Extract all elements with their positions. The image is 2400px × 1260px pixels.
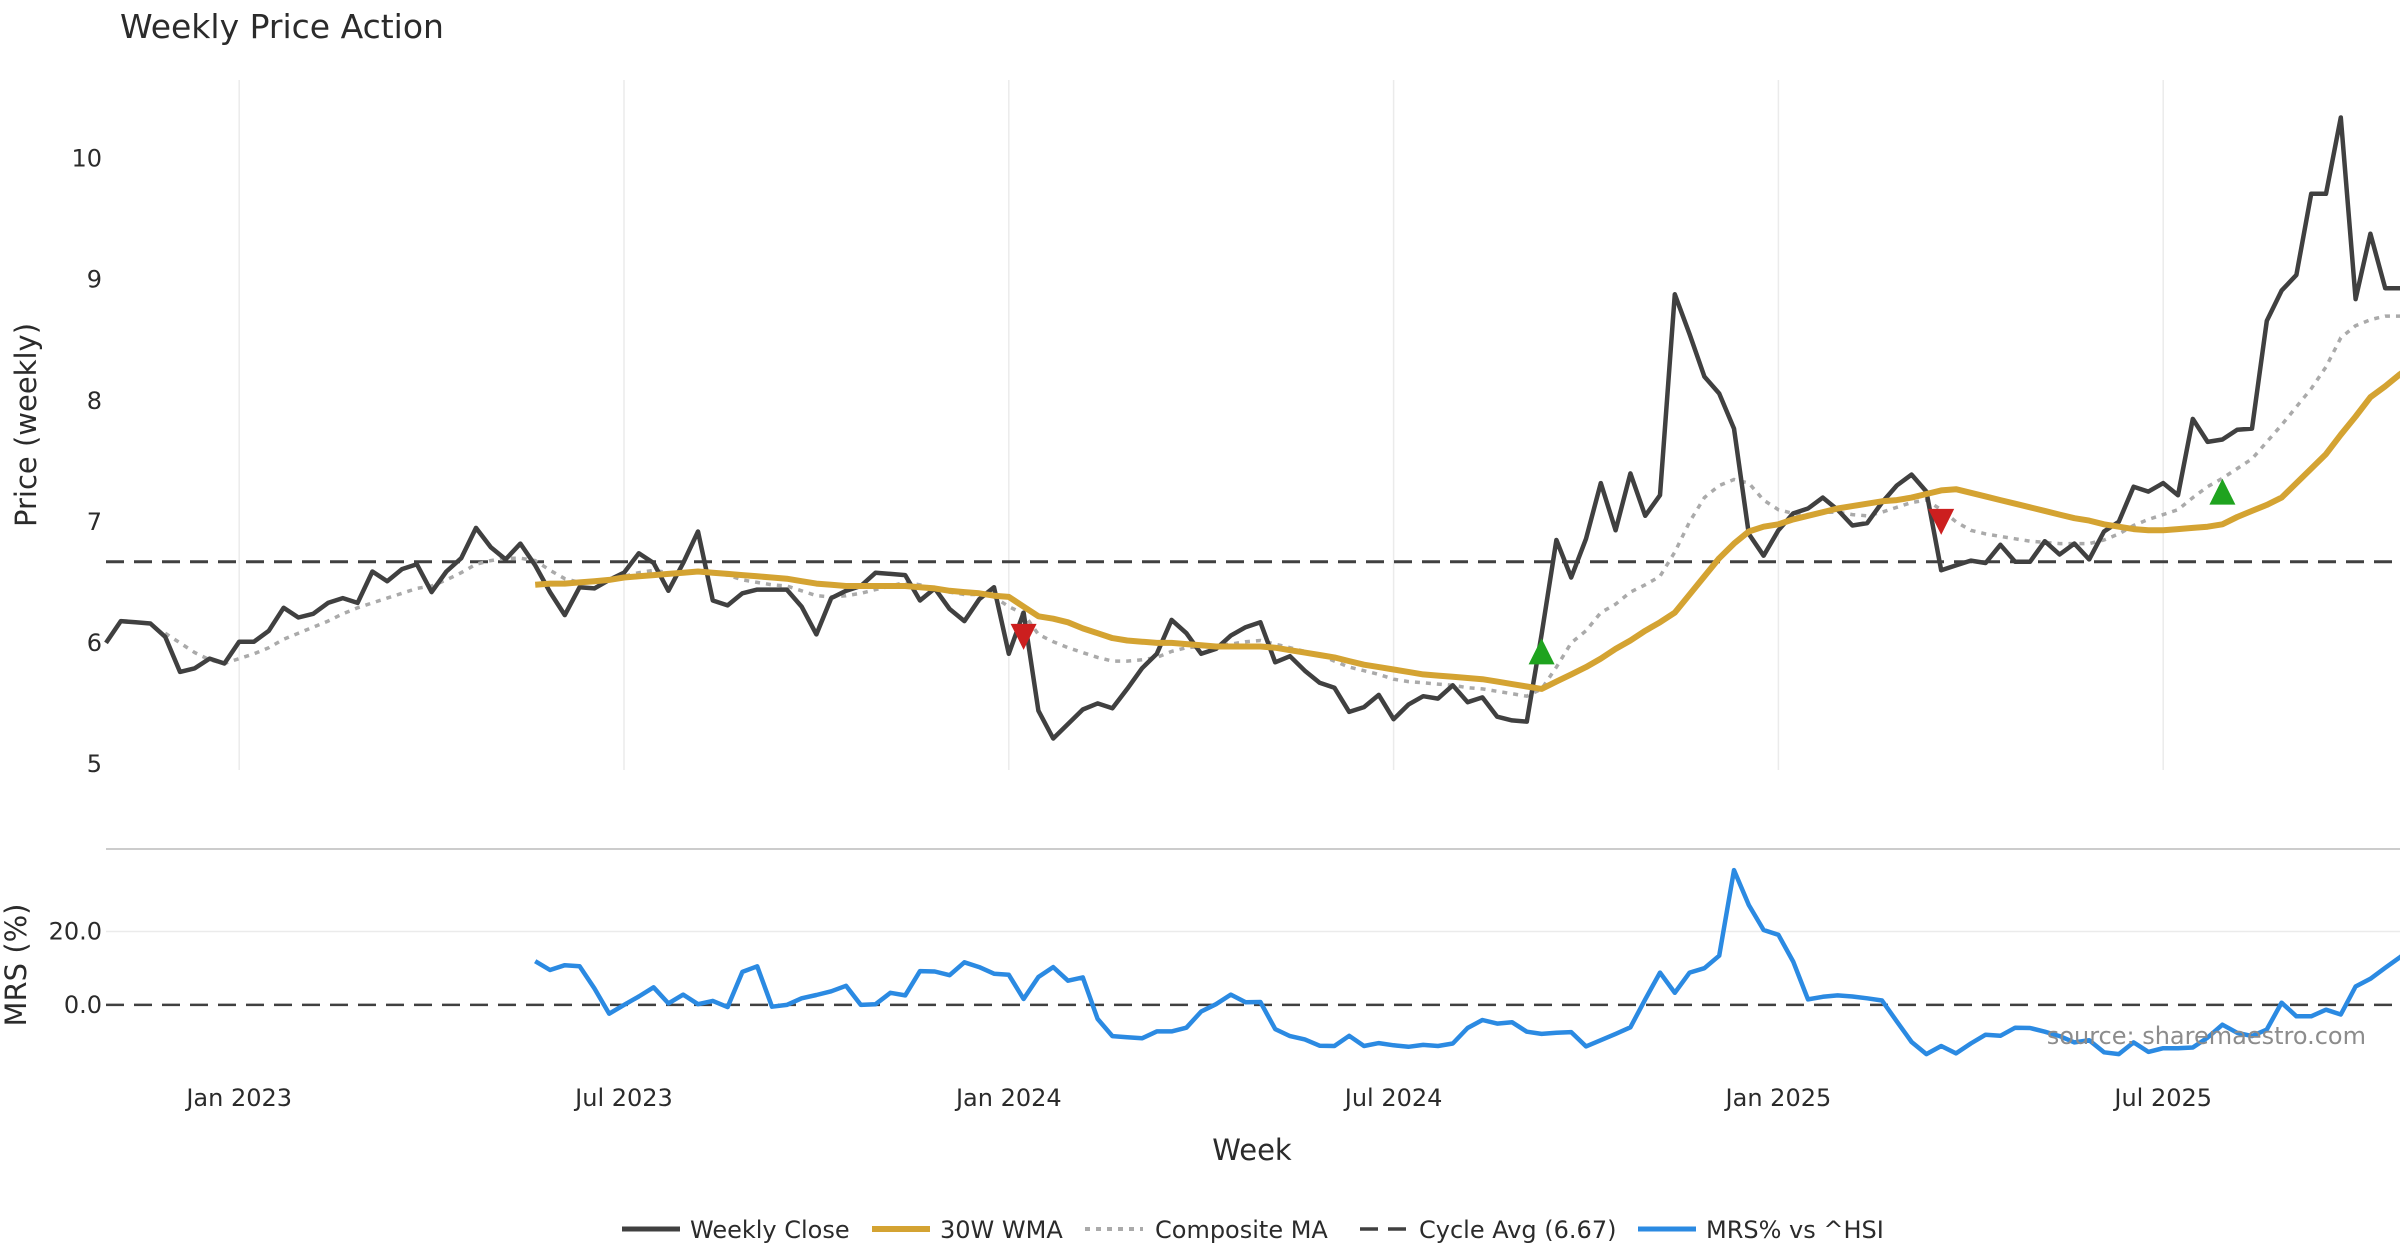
x-axis-ticks: Jan 2023 Jul 2023 Jan 2024 Jul 2024 Jan 2025… [184, 1084, 2212, 1112]
buy-signal-marker [1528, 638, 1555, 665]
chart-title: Weekly Price Action [120, 7, 444, 46]
legend: Weekly Close 30W WMA Composite MA Cycle … [622, 1216, 1884, 1244]
legend-label-wma: 30W WMA [940, 1216, 1063, 1244]
mrs-y-axis-label: MRS (%) [0, 904, 33, 1027]
legend-label-composite-ma: Composite MA [1155, 1216, 1328, 1244]
mrs-y-ticks: 0.0 20.0 [49, 917, 102, 1018]
price-y-tick-label: 9 [87, 266, 102, 294]
signal-markers [1010, 478, 2236, 665]
mrs-panel: 0.0 20.0 MRS (%) source: sharemaestro.com [0, 867, 2400, 1057]
mrs-y-tick-label: 20.0 [49, 917, 102, 945]
mrs-line [534, 867, 2400, 1057]
price-y-tick-label: 7 [87, 508, 102, 536]
legend-label-mrs: MRS% vs ^HSI [1706, 1216, 1884, 1244]
price-y-ticks: 5 6 7 8 9 10 [71, 145, 102, 778]
legend-label-cycle-avg: Cycle Avg (6.67) [1419, 1216, 1616, 1244]
wma-30w-line [534, 370, 2400, 692]
x-tick-label: Jul 2024 [1343, 1084, 1443, 1112]
x-tick-label: Jan 2024 [954, 1084, 1062, 1112]
mrs-y-tick-label: 0.0 [64, 991, 102, 1019]
price-y-axis-label: Price (weekly) [9, 323, 43, 527]
x-tick-label: Jan 2025 [1724, 1084, 1832, 1112]
weekly-close-line [104, 115, 2400, 741]
buy-signal-marker [2209, 478, 2236, 505]
price-gridlines [238, 80, 2164, 770]
composite-ma-line [164, 314, 2400, 699]
price-y-tick-label: 5 [87, 750, 102, 778]
price-panel: 5 6 7 8 9 10 Price (weekly) [9, 80, 2400, 778]
x-axis-label: Week [1212, 1133, 1292, 1167]
x-tick-label: Jul 2023 [573, 1084, 673, 1112]
price-y-tick-label: 6 [87, 629, 102, 657]
sell-signal-marker [1010, 623, 1037, 650]
legend-label-weekly-close: Weekly Close [690, 1216, 850, 1244]
x-tick-label: Jan 2023 [184, 1084, 292, 1112]
sell-signal-marker [1928, 508, 1955, 535]
price-y-tick-label: 8 [87, 387, 102, 415]
source-label: source: sharemaestro.com [2047, 1022, 2366, 1050]
price-y-tick-label: 10 [71, 145, 102, 173]
x-tick-label: Jul 2025 [2112, 1084, 2212, 1112]
